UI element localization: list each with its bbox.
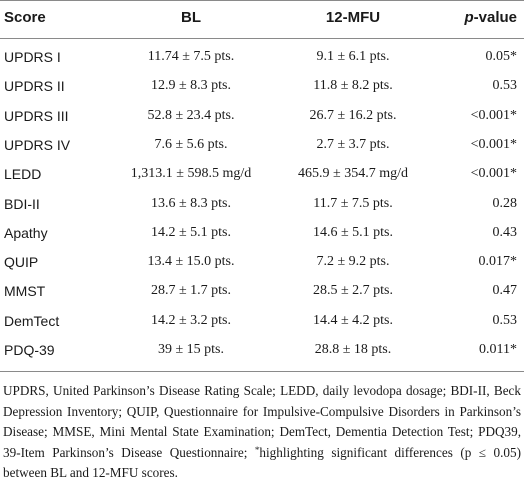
row-p-value: 0.05*	[485, 49, 518, 64]
row-score: DemTect	[4, 312, 60, 329]
row-p-value: 0.53	[492, 78, 518, 94]
row-p-value: <0.001*	[470, 166, 517, 182]
row-p-value: 0.53	[492, 312, 518, 328]
footnote-text-after: highlighting significant differences (p …	[3, 444, 521, 481]
row-12-mfu: 14.6 ± 5.1 pts.	[312, 224, 394, 240]
row-p-value: 0.43	[492, 224, 518, 240]
row-score: BDI-II	[4, 195, 40, 212]
table-footnote: UPDRS, United Parkinson’s Disease Rating…	[3, 381, 521, 484]
row-12-mfu: 28.5 ± 2.7 pts.	[312, 283, 394, 299]
header-p-value: p-value	[464, 9, 517, 26]
header-12-mfu: 12-MFU	[325, 9, 381, 26]
row-12-mfu: 9.1 ± 6.1 pts.	[316, 49, 390, 64]
row-12-mfu: 28.8 ± 18 pts.	[314, 342, 392, 357]
header-score: Score	[4, 9, 46, 26]
row-p-value: 0.47	[492, 283, 518, 299]
table-bottom-rule	[0, 371, 524, 372]
row-score: PDQ-39	[4, 342, 55, 358]
row-p-value: <0.001*	[470, 107, 517, 123]
row-score: Apathy	[4, 224, 48, 241]
table-header-rule	[0, 38, 524, 39]
row-bl: 12.9 ± 8.3 pts.	[150, 78, 232, 94]
row-score: UPDRS II	[4, 78, 65, 95]
row-bl: 14.2 ± 5.1 pts.	[150, 224, 232, 240]
row-bl: 39 ± 15 pts.	[157, 342, 225, 357]
row-bl: 52.8 ± 23.4 pts.	[147, 107, 235, 123]
row-p-value: 0.017*	[478, 254, 518, 270]
row-12-mfu: 11.7 ± 7.5 pts.	[313, 195, 393, 211]
row-p-value: <0.001*	[470, 136, 517, 152]
row-12-mfu: 465.9 ± 354.7 mg/d	[298, 166, 408, 182]
row-score: UPDRS IV	[4, 136, 71, 153]
row-p-value: 0.011*	[479, 342, 517, 357]
row-score: MMST	[4, 283, 46, 300]
row-bl: 13.6 ± 8.3 pts.	[150, 195, 232, 211]
footnote-text-before: UPDRS, United Parkinson’s Disease Rating…	[3, 383, 521, 460]
header-bl: BL	[181, 9, 201, 26]
footnote-asterisk: *	[254, 444, 260, 455]
header-p-rest: -value	[473, 9, 517, 26]
row-bl: 28.7 ± 1.7 pts.	[150, 283, 232, 299]
row-bl: 11.74 ± 7.5 pts.	[147, 49, 235, 64]
row-p-value: 0.28	[492, 195, 518, 211]
row-score: UPDRS I	[4, 49, 61, 65]
header-p-italic: p	[464, 9, 474, 26]
row-score: UPDRS III	[4, 107, 69, 124]
row-12-mfu: 7.2 ± 9.2 pts.	[316, 254, 390, 270]
row-12-mfu: 2.7 ± 3.7 pts.	[316, 136, 390, 152]
row-bl: 14.2 ± 3.2 pts.	[150, 312, 232, 328]
row-12-mfu: 11.8 ± 8.2 pts.	[313, 78, 393, 94]
table-top-rule	[0, 0, 524, 1]
row-12-mfu: 14.4 ± 4.2 pts.	[312, 312, 394, 328]
row-score: QUIP	[4, 254, 39, 271]
row-12-mfu: 26.7 ± 16.2 pts.	[309, 107, 397, 123]
row-bl: 7.6 ± 5.6 pts.	[154, 136, 228, 152]
row-bl: 1,313.1 ± 598.5 mg/d	[130, 166, 252, 182]
row-bl: 13.4 ± 15.0 pts.	[147, 254, 235, 270]
row-score: LEDD	[4, 166, 42, 183]
